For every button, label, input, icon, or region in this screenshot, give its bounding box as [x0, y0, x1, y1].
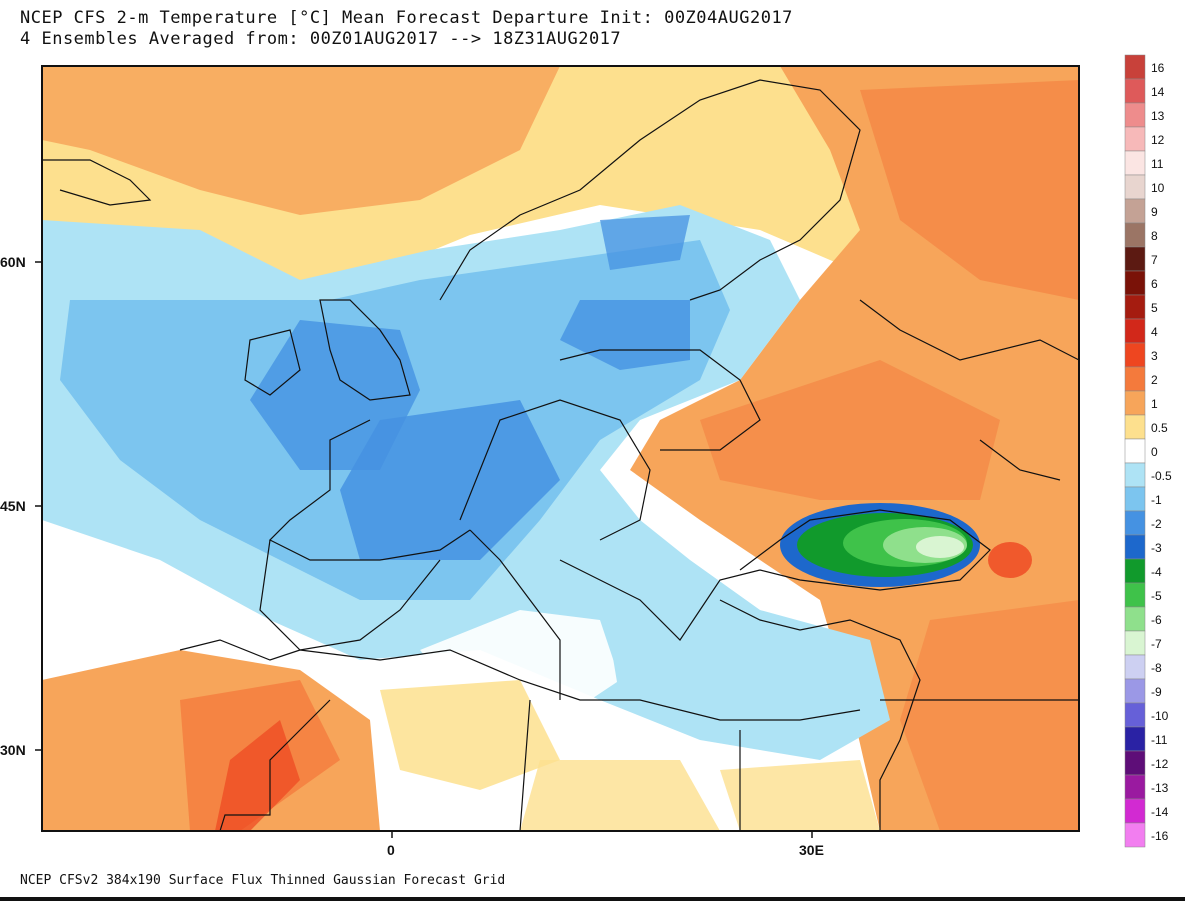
legend-swatch — [1124, 222, 1146, 248]
legend-swatch — [1124, 198, 1146, 224]
footer-grid-note: NCEP CFSv2 384x190 Surface Flux Thinned … — [20, 873, 506, 888]
legend-swatch — [1124, 390, 1146, 416]
temperature-anomaly-field — [42, 66, 1079, 831]
legend-swatch — [1124, 270, 1146, 296]
legend-swatch — [1124, 366, 1146, 392]
legend-label: 2 — [1151, 373, 1158, 387]
legend-label: -16 — [1151, 829, 1169, 843]
legend-label: 13 — [1151, 109, 1165, 123]
legend-label: 0.5 — [1151, 421, 1168, 435]
legend-swatch — [1124, 630, 1146, 656]
title-line-2: 4 Ensembles Averaged from: 00Z01AUG2017 … — [20, 29, 622, 49]
legend-swatch — [1124, 822, 1146, 848]
legend-label: -9 — [1151, 685, 1162, 699]
legend-swatch — [1124, 798, 1146, 824]
legend-label: 14 — [1151, 85, 1165, 99]
legend-label: 8 — [1151, 229, 1158, 243]
lat-tick-label-45n: 45N — [0, 498, 26, 514]
legend-label: -3 — [1151, 541, 1162, 555]
legend-label: 16 — [1151, 61, 1165, 75]
legend-swatch — [1124, 174, 1146, 200]
legend-label: -11 — [1151, 733, 1168, 747]
legend-label: 6 — [1151, 277, 1158, 291]
legend-swatch — [1124, 78, 1146, 104]
legend-label: 0 — [1151, 445, 1158, 459]
legend-swatch — [1124, 150, 1146, 176]
legend-label: 11 — [1151, 157, 1164, 171]
lat-tick-label-60n: 60N — [0, 254, 26, 270]
legend-swatch — [1124, 678, 1146, 704]
legend-swatch — [1124, 54, 1146, 80]
legend-label: 1 — [1151, 397, 1158, 411]
legend-swatch — [1124, 246, 1146, 272]
legend-swatch — [1124, 654, 1146, 680]
legend-label: -10 — [1151, 709, 1169, 723]
legend-swatch — [1124, 294, 1146, 320]
legend-swatch — [1124, 102, 1146, 128]
legend-label: 3 — [1151, 349, 1158, 363]
legend-swatch — [1124, 462, 1146, 488]
title-line-1: NCEP CFS 2-m Temperature [°C] Mean Forec… — [20, 8, 793, 28]
bottom-bar — [0, 897, 1185, 901]
legend-label: -5 — [1151, 589, 1162, 603]
legend-swatch — [1124, 534, 1146, 560]
legend-swatch — [1124, 342, 1146, 368]
legend-label: -7 — [1151, 637, 1162, 651]
legend-label: 7 — [1151, 253, 1158, 267]
legend-label: -4 — [1151, 565, 1162, 579]
lon-tick-label-30e: 30E — [799, 842, 824, 858]
color-legend: 16 14 13 12 11 10 9 8 7 6 5 4 3 2 1 0.5 0 -0.5 -1 -2 -3 -4 -5 -… — [1124, 54, 1172, 848]
legend-label: -1 — [1151, 493, 1162, 507]
legend-swatch — [1124, 414, 1146, 440]
legend-swatch — [1124, 750, 1146, 776]
legend-swatch — [1124, 558, 1146, 584]
legend-label: -12 — [1151, 757, 1169, 771]
legend-label: -6 — [1151, 613, 1162, 627]
lon-tick-label-0: 0 — [387, 842, 395, 858]
legend-swatch — [1124, 486, 1146, 512]
legend-swatch — [1124, 318, 1146, 344]
legend-label: 5 — [1151, 301, 1158, 315]
legend-label: -8 — [1151, 661, 1162, 675]
legend-swatch — [1124, 726, 1146, 752]
legend-swatch — [1124, 510, 1146, 536]
legend-swatch — [1124, 606, 1146, 632]
legend-swatch — [1124, 702, 1146, 728]
legend-swatch — [1124, 438, 1146, 464]
legend-label: -14 — [1151, 805, 1169, 819]
legend-label: 12 — [1151, 133, 1165, 147]
lat-tick-label-30n: 30N — [0, 742, 26, 758]
legend-swatch — [1124, 582, 1146, 608]
legend-label: 9 — [1151, 205, 1158, 219]
legend-label: 4 — [1151, 325, 1158, 339]
map-frame — [41, 65, 1080, 832]
legend-label: -0.5 — [1151, 469, 1172, 483]
legend-label: -13 — [1151, 781, 1169, 795]
legend-label: -2 — [1151, 517, 1162, 531]
legend-label: 10 — [1151, 181, 1165, 195]
legend-swatch — [1124, 774, 1146, 800]
legend-swatch — [1124, 126, 1146, 152]
